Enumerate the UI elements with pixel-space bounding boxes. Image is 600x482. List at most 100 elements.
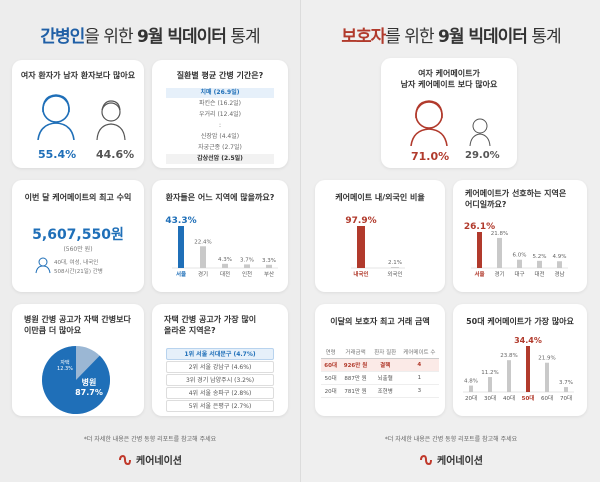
region-bar-chart: 43.3% 서울 22.4% 경기 4.3% 대전 3.7% 인천 3.3% 부산: [165, 216, 278, 278]
income-note2: 508시간(21일) 간병: [54, 269, 103, 275]
top-deal-card: 이달의 보호자 최고 거래 금액 연령 거래금액 환자 질환 케어메이트 수 60대 92…: [315, 304, 445, 416]
age-bar-chart: 4.8% 20대 11.2% 30대 23.8% 40대 34.4% 50대 21.9% 60대 3…: [463, 336, 574, 402]
bar-category-label: 40대: [503, 394, 515, 402]
period-item: 치매 (26.9일): [166, 88, 274, 98]
deal-row: 50대 887만 원 뇌출혈 1: [321, 371, 439, 385]
bar: [488, 377, 492, 392]
deal-cell: 887만 원: [340, 371, 371, 385]
footnote: *더 자세한 내용은 간병 동향 리포트를 참고해 주세요: [384, 436, 518, 443]
card-title: 케어메이트 내/외국인 비율: [335, 193, 425, 202]
bar: [526, 346, 530, 392]
card-title-line1: 자택 간병 공고가 가장 많이: [164, 315, 257, 324]
deal-header-cell: 연령: [321, 346, 341, 359]
brand-logo-icon: [119, 455, 131, 465]
deal-row: 20대 781만 원 조현병 3: [321, 384, 439, 398]
caregiver-age-card: 50대 케어메이트가 가장 많아요 4.8% 20대 11.2% 30대 23.8% 40…: [453, 304, 587, 416]
bar-value-label: 3.7%: [559, 380, 573, 386]
bar: [545, 362, 549, 392]
jobs-item: 3위 경기 남양주시 (3.2%): [166, 374, 274, 386]
deal-cell: 50대: [321, 371, 341, 385]
deal-cell: 결핵: [370, 358, 400, 372]
care-period-card: 질환별 평균 간병 기간은? 치매 (26.9일) 파킨슨 (16.2일) 우거리 …: [152, 60, 288, 168]
hospital-pie-chart: [42, 346, 110, 414]
deal-cell: 926만 원: [340, 358, 371, 372]
period-item: 우거리 (12.4일): [198, 111, 242, 118]
bar: [222, 263, 228, 268]
bar-category-label: 60대: [541, 394, 553, 402]
patient-region-card: 환자들은 어느 지역에 많을까요? 43.3% 서울 22.4% 경기 4.3% 대전 3.…: [152, 180, 288, 292]
male-percent: 44.6%: [96, 148, 135, 161]
bar-category-label: 대전: [534, 270, 544, 278]
bar-value-label: 22.4%: [194, 239, 211, 245]
bar-category-label: 경남: [554, 270, 564, 278]
income-amount: 5,607,550원: [32, 227, 124, 243]
hospital-slice: [42, 346, 110, 414]
bar: [391, 267, 399, 268]
bar-value-label: 21.8%: [491, 231, 508, 237]
top-income-card: 이번 달 케어메이트의 최고 수익 5,607,550원 (560만 원) 40…: [12, 180, 144, 292]
bar-value-label: 5.2%: [533, 254, 547, 260]
card-title-line2: 올라온 지역은?: [164, 326, 216, 335]
female-person-icon: [410, 100, 448, 146]
patient-gender-card: 여자 환자가 남자 환자보다 많아요 55.4% 44.6%: [12, 60, 144, 168]
hospital-slice-label: 병원 87.7%: [75, 378, 103, 397]
jobs-item: 1위 서울 서대문구 (4.7%): [166, 348, 274, 360]
guardian-stats-panel: 보호자를 위한 9월 빅데이터 통계 여자 케어메이트가 남자 케어메이트 보다…: [300, 0, 600, 482]
bar-category-label: 대전: [220, 270, 230, 278]
bar-value-label: 11.2%: [481, 370, 498, 376]
caregiver-gender-card: 여자 케어메이트가 남자 케어메이트 보다 많아요 71.0% 29.0%: [381, 58, 517, 168]
deal-header-cell: 케어메이트 수: [399, 346, 439, 359]
card-title: 여자 환자가 남자 환자보다 많아요: [20, 71, 136, 80]
income-sub: (560만 원): [63, 246, 93, 253]
period-item: 갑상선암 (2.5일): [166, 154, 274, 164]
nationality-card: 케어메이트 내/외국인 비율 97.9% 내국인 2.1% 외국인: [315, 180, 445, 292]
bar-category-label: 내국인: [353, 270, 368, 278]
left-title: 간병인을 위한 9월 빅데이터 통계: [40, 27, 260, 47]
male-person-icon: [96, 100, 126, 140]
deal-cell: 60대: [321, 358, 341, 372]
card-title: 이번 달 케어메이트의 최고 수익: [24, 193, 132, 202]
home-jobs-region-card: 자택 간병 공고가 가장 많이 올라온 지역은? 1위 서울 서대문구 (4.7…: [152, 304, 288, 416]
bar-category-label: 서울: [474, 270, 484, 278]
bar-category-label: 경기: [198, 270, 208, 278]
card-title: 질환별 평균 간병 기간은?: [176, 71, 264, 80]
deal-cell: 4: [399, 358, 439, 372]
preferred-region-card: 케어메이트가 선호하는 지역은 어디일까요? 26.1% 서울 21.8% 경기 6.0…: [453, 180, 587, 292]
card-title-line1: 케어메이트가 선호하는 지역은: [465, 189, 567, 198]
bar-value-label: 34.4%: [514, 336, 542, 345]
female-percent: 55.4%: [38, 148, 77, 161]
bar-value-label: 3.7%: [240, 257, 254, 263]
bar-category-label: 20대: [465, 394, 477, 402]
deal-header-cell: 거래금액: [340, 346, 371, 359]
right-title: 보호자를 위한 9월 빅데이터 통계: [341, 27, 561, 47]
bar-category-label: 서울: [176, 270, 186, 278]
preferred-region-bar-chart: 26.1% 서울 21.8% 경기 6.0% 대구 5.2% 대전 4.9% 경남: [464, 222, 568, 278]
female-percent: 71.0%: [411, 150, 450, 163]
deal-cell: 조현병: [370, 384, 400, 398]
bar-value-label: 4.9%: [553, 254, 567, 260]
hospital-vs-home-card: 병원 간병 공고가 자택 간병보다 이만큼 더 많아요 자택 12.3% 병원 …: [12, 304, 144, 416]
jobs-item: 2위 서울 강남구 (4.6%): [166, 361, 274, 373]
bar-value-label: 26.1%: [464, 222, 495, 232]
bar-category-label: 50대: [522, 394, 535, 402]
bar-value-label: 43.3%: [165, 216, 196, 226]
period-item: 파킨슨 (16.2일): [198, 100, 242, 107]
deal-row: 60대 926만 원 결핵 4: [321, 358, 439, 372]
brand-logo-icon: [420, 455, 432, 465]
home-slice-label: 자택 12.3%: [57, 360, 73, 372]
jobs-item: 4위 서울 송파구 (2.8%): [166, 387, 274, 399]
bar: [497, 237, 502, 268]
bar: [477, 232, 482, 268]
bar: [178, 226, 184, 268]
bar-value-label: 2.1%: [388, 260, 402, 266]
footnote: *더 자세한 내용은 간병 동향 리포트를 참고해 주세요: [83, 436, 217, 443]
deal-header-cell: 환자 질환: [370, 346, 400, 359]
card-title: 환자들은 어느 지역에 많을까요?: [165, 193, 275, 202]
bar-value-label: 3.3%: [262, 258, 276, 264]
bar: [266, 264, 272, 268]
card-title: 50대 케어메이트가 가장 많아요: [466, 317, 574, 326]
bar-category-label: 외국인: [387, 271, 402, 278]
card-title-line2: 어디일까요?: [465, 200, 507, 209]
